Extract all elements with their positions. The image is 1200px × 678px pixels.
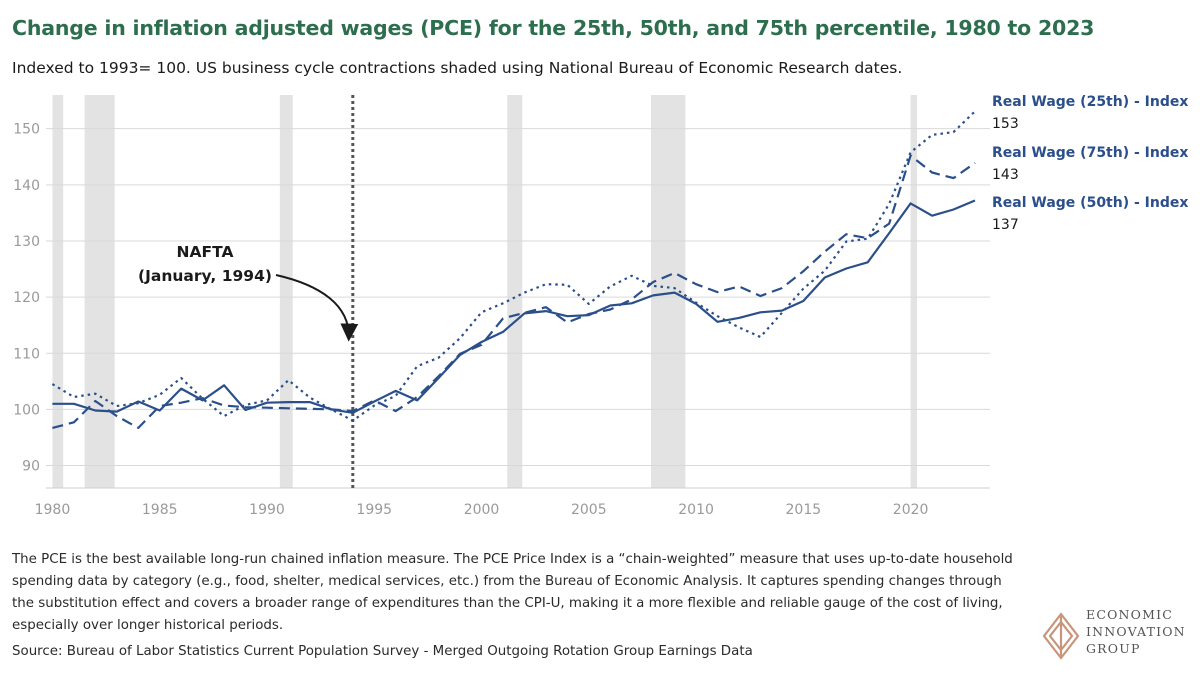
y-axis: 90 100 110 120 130 140 150 bbox=[13, 122, 40, 475]
series-end-labels: Real Wage (25th) - Index 153 Real Wage (75… bbox=[992, 94, 1188, 233]
wage-line-chart: 90 100 110 120 130 140 150 1980 1985 1990 1995 200… bbox=[13, 94, 1188, 518]
series-name-label: Real Wage (25th) - Index bbox=[992, 94, 1188, 110]
y-tick-label: 130 bbox=[13, 234, 40, 250]
x-tick-label: 2020 bbox=[893, 502, 929, 518]
recession-band-3 bbox=[507, 95, 523, 488]
eig-logo-mark bbox=[1042, 612, 1080, 660]
series-end-value: 153 bbox=[992, 116, 1019, 132]
y-tick-label: 150 bbox=[13, 122, 40, 138]
x-tick-label: 2000 bbox=[464, 502, 500, 518]
recession-band-0 bbox=[52, 95, 64, 488]
x-tick-label: 1995 bbox=[356, 502, 392, 518]
y-tick-label: 120 bbox=[13, 290, 40, 306]
source-note: Source: Bureau of Labor Statistics Curre… bbox=[12, 644, 753, 659]
logo-text-group: GROUP bbox=[1086, 641, 1141, 656]
eig-logo: ECONOMIC INNOVATION GROUP bbox=[1042, 606, 1192, 668]
series-line-dashed bbox=[52, 154, 976, 429]
x-tick-label: 1985 bbox=[142, 502, 178, 518]
methodology-note: The PCE is the best available long-run c… bbox=[12, 552, 1013, 633]
logo-text-innovation: INNOVATION bbox=[1086, 624, 1186, 639]
chart-subtitle: Indexed to 1993= 100. US business cycle … bbox=[12, 59, 903, 77]
x-tick-label: 1990 bbox=[249, 502, 285, 518]
series-name-label: Real Wage (50th) - Index bbox=[992, 195, 1188, 211]
chart-title: Change in inflation adjusted wages (PCE)… bbox=[12, 16, 1095, 40]
series-lines bbox=[51, 110, 976, 429]
series-line-dotted bbox=[51, 110, 976, 422]
recession-band-1 bbox=[84, 95, 115, 488]
series-end-value: 143 bbox=[992, 167, 1019, 183]
recession-shading bbox=[52, 95, 918, 488]
logo-text-economic: ECONOMIC bbox=[1086, 607, 1174, 622]
y-tick-label: 140 bbox=[13, 178, 40, 194]
nafta-annotation: NAFTA (January, 1994) bbox=[138, 95, 359, 488]
nafta-date-label: (January, 1994) bbox=[138, 267, 272, 285]
y-tick-label: 90 bbox=[22, 459, 40, 475]
x-axis: 1980 1985 1990 1995 2000 2005 2010 2015 2020 bbox=[35, 487, 990, 518]
gridlines bbox=[46, 128, 990, 467]
y-tick-label: 110 bbox=[13, 346, 40, 362]
recession-band-5 bbox=[910, 95, 918, 488]
nafta-arrow bbox=[275, 274, 359, 342]
y-tick-label: 100 bbox=[13, 402, 40, 418]
series-end-value: 137 bbox=[992, 217, 1019, 233]
series-name-label: Real Wage (75th) - Index bbox=[992, 145, 1188, 161]
x-tick-label: 2005 bbox=[571, 502, 607, 518]
nafta-label: NAFTA bbox=[177, 243, 234, 261]
x-tick-label: 2010 bbox=[678, 502, 714, 518]
x-tick-label: 2015 bbox=[786, 502, 822, 518]
recession-band-2 bbox=[279, 95, 293, 488]
x-tick-label: 1980 bbox=[35, 502, 71, 518]
series-line-solid bbox=[52, 199, 976, 414]
